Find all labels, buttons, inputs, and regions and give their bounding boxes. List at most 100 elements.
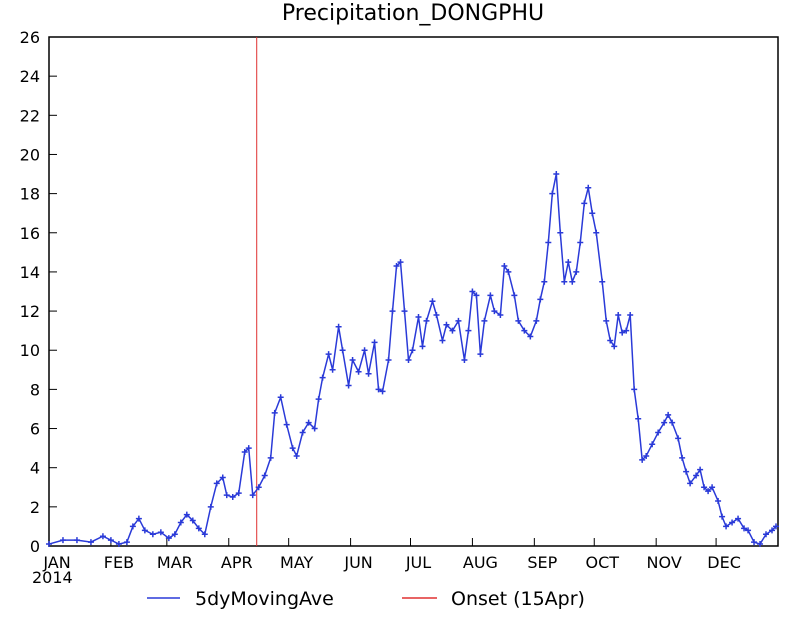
point-marker — [365, 370, 372, 377]
point-marker — [527, 333, 534, 340]
point-marker — [533, 317, 540, 324]
point-marker — [669, 419, 676, 426]
point-marker — [481, 317, 488, 324]
point-marker — [665, 411, 672, 418]
point-marker — [715, 497, 722, 504]
point-marker — [267, 454, 274, 461]
point-marker — [241, 449, 248, 456]
point-marker — [271, 409, 278, 416]
point-marker — [729, 519, 736, 526]
point-marker — [511, 292, 518, 299]
point-marker — [235, 490, 242, 497]
y-tick-label: 4 — [30, 459, 40, 478]
point-marker — [693, 472, 700, 479]
y-tick-label: 22 — [20, 106, 40, 125]
point-marker — [201, 531, 208, 538]
point-marker — [465, 327, 472, 334]
point-marker — [661, 419, 668, 426]
point-marker — [319, 374, 326, 381]
y-tick-label: 26 — [20, 28, 40, 47]
y-tick-label: 14 — [20, 263, 40, 282]
point-marker — [213, 480, 220, 487]
point-marker — [355, 368, 362, 375]
point-marker — [349, 357, 356, 364]
point-marker — [249, 492, 256, 499]
point-marker — [763, 531, 770, 538]
point-marker — [469, 288, 476, 295]
point-marker — [603, 317, 610, 324]
point-marker — [627, 311, 634, 318]
point-marker — [549, 190, 556, 197]
point-marker — [639, 456, 646, 463]
point-marker — [557, 229, 564, 236]
point-marker — [585, 184, 592, 191]
point-marker — [443, 321, 450, 328]
point-marker — [473, 292, 480, 299]
point-marker — [545, 239, 552, 246]
y-tick-label: 24 — [20, 67, 40, 86]
point-marker — [599, 278, 606, 285]
point-marker — [577, 239, 584, 246]
point-marker — [573, 268, 580, 275]
point-marker — [305, 419, 312, 426]
y-tick-label: 6 — [30, 420, 40, 439]
y-tick-label: 12 — [20, 302, 40, 321]
point-marker — [683, 468, 690, 475]
point-marker — [709, 484, 716, 491]
point-marker — [189, 517, 196, 524]
point-marker — [339, 347, 346, 354]
plot-frame — [48, 36, 779, 547]
point-marker — [165, 535, 172, 542]
point-marker — [589, 210, 596, 217]
point-marker — [379, 388, 386, 395]
point-marker — [623, 327, 630, 334]
point-marker — [157, 529, 164, 536]
x-tick-label: APR — [221, 553, 253, 572]
point-marker — [261, 472, 268, 479]
point-marker — [375, 386, 382, 393]
point-marker — [46, 541, 52, 548]
y-tick-label: 0 — [30, 537, 40, 556]
point-marker — [223, 492, 230, 499]
x-tick-label: OCT — [585, 553, 619, 572]
point-marker — [679, 454, 686, 461]
x-tick-label: AUG — [463, 553, 498, 572]
y-tick-label: 10 — [20, 341, 40, 360]
point-marker — [415, 313, 422, 320]
point-marker — [501, 263, 508, 270]
x-tick-label: FEB — [104, 553, 134, 572]
point-marker — [751, 539, 758, 546]
point-marker — [87, 539, 94, 546]
point-marker — [449, 327, 456, 334]
point-marker — [229, 494, 236, 501]
point-marker — [635, 415, 642, 422]
point-marker — [697, 466, 704, 473]
point-marker — [515, 317, 522, 324]
point-marker — [107, 537, 114, 544]
point-marker — [289, 445, 296, 452]
point-marker — [311, 425, 318, 432]
point-marker — [537, 296, 544, 303]
y-tick-label: 2 — [30, 498, 40, 517]
point-marker — [405, 357, 412, 364]
point-marker — [419, 343, 426, 350]
point-marker — [345, 382, 352, 389]
point-marker — [631, 386, 638, 393]
point-marker — [741, 525, 748, 532]
point-marker — [371, 339, 378, 346]
point-marker — [361, 347, 368, 354]
point-marker — [723, 523, 730, 530]
point-marker — [283, 421, 290, 428]
x-tick-label: JUN — [343, 553, 372, 572]
point-marker — [135, 515, 142, 522]
point-marker — [439, 337, 446, 344]
legend-label: Onset (15Apr) — [451, 588, 585, 610]
point-marker — [99, 533, 106, 540]
point-marker — [299, 429, 306, 436]
x-tick-label: DEC — [707, 553, 741, 572]
point-marker — [769, 527, 776, 534]
year-label: 2014 — [32, 568, 73, 587]
point-marker — [735, 515, 742, 522]
point-marker — [593, 229, 600, 236]
